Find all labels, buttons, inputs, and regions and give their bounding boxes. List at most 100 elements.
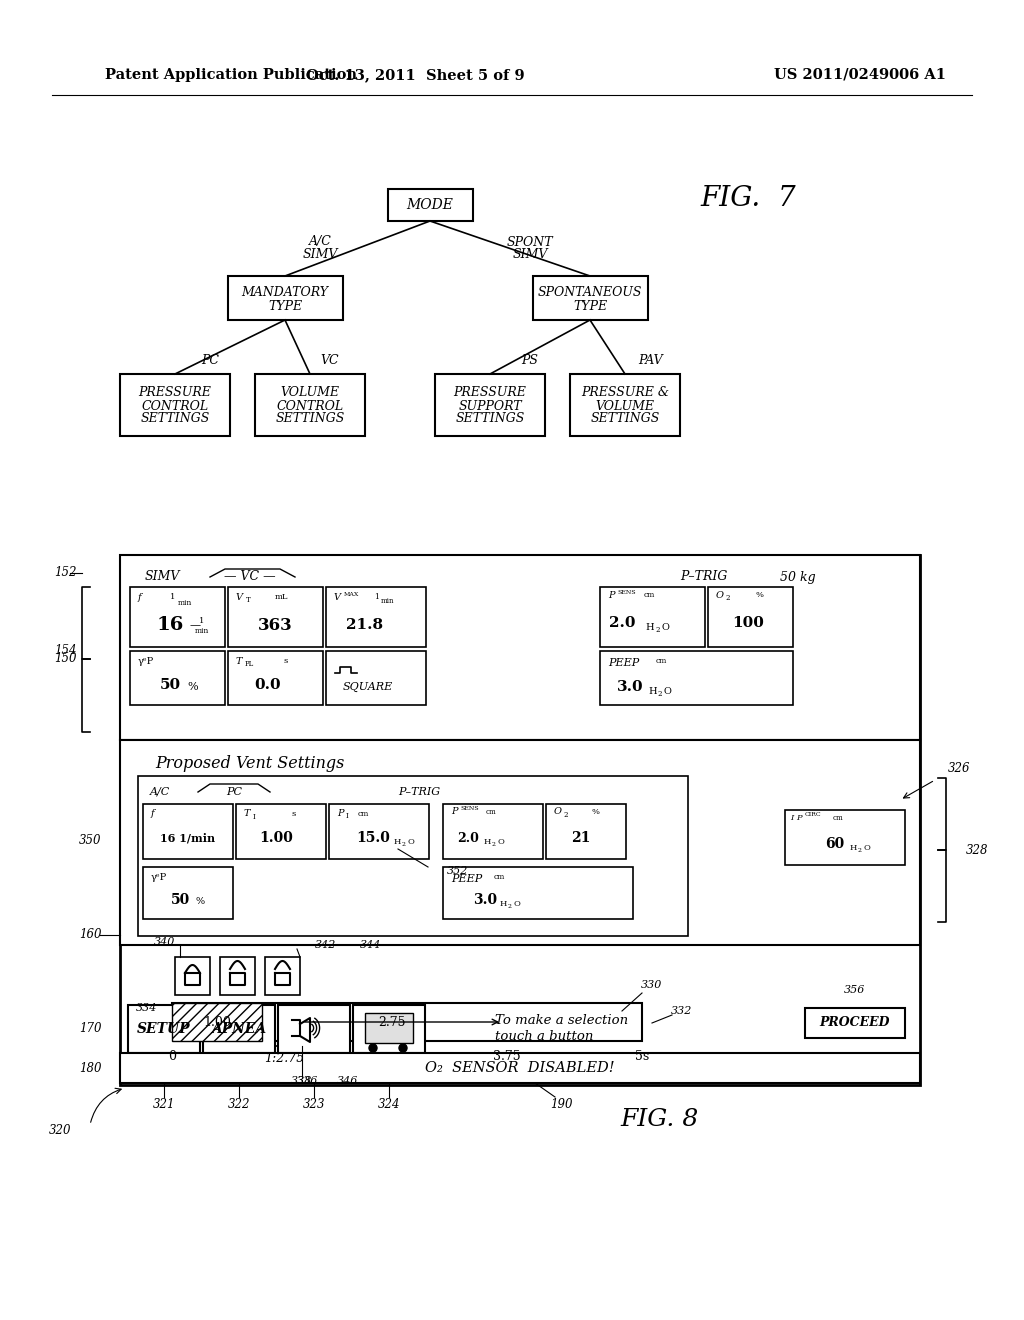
Text: 332: 332 (672, 1006, 692, 1016)
Bar (203, 1005, 275, 1053)
Text: 2.0: 2.0 (457, 832, 479, 845)
Text: H: H (394, 838, 401, 846)
Text: Proposed Vent Settings: Proposed Vent Settings (155, 755, 344, 772)
Text: 342: 342 (315, 940, 336, 950)
Bar (805, 1008, 905, 1038)
Text: 328: 328 (966, 843, 988, 857)
Text: 3.75: 3.75 (494, 1049, 521, 1063)
Text: H: H (645, 623, 653, 631)
Text: 322: 322 (227, 1098, 250, 1111)
Text: O: O (408, 838, 415, 846)
Text: SETTINGS: SETTINGS (590, 412, 659, 425)
Bar (228, 587, 323, 647)
Text: 1.00: 1.00 (259, 832, 293, 845)
Bar (143, 804, 233, 859)
Bar (443, 804, 543, 859)
Text: VOLUME: VOLUME (596, 400, 654, 412)
Bar (534, 276, 648, 319)
Text: 100: 100 (732, 616, 764, 630)
Bar (172, 1003, 262, 1041)
Text: — VC —: — VC — (224, 570, 275, 583)
Text: f: f (138, 593, 141, 602)
Text: Oct. 13, 2011  Sheet 5 of 9: Oct. 13, 2011 Sheet 5 of 9 (306, 69, 524, 82)
Text: 340: 340 (155, 937, 176, 946)
Text: H: H (850, 843, 857, 851)
Text: 21.8: 21.8 (346, 618, 384, 632)
Text: CIRC: CIRC (805, 813, 821, 817)
Bar (143, 867, 233, 919)
Text: 15.0: 15.0 (356, 832, 390, 845)
Bar (175, 957, 210, 995)
Text: s: s (292, 810, 296, 818)
Text: min: min (178, 599, 193, 607)
Text: 330: 330 (641, 979, 663, 990)
Text: γᵉP: γᵉP (138, 656, 155, 665)
Bar (130, 651, 225, 705)
Text: 336: 336 (297, 1076, 318, 1086)
Text: 50 kg: 50 kg (780, 570, 816, 583)
Text: cm: cm (833, 814, 844, 822)
Bar (220, 957, 255, 995)
Text: SUPPORT: SUPPORT (458, 400, 522, 412)
Text: PEEP: PEEP (451, 874, 482, 884)
Text: 321: 321 (153, 1098, 175, 1111)
Text: 2: 2 (492, 842, 496, 847)
Text: O: O (662, 623, 669, 631)
Bar (329, 804, 429, 859)
Text: MODE: MODE (407, 198, 454, 213)
Bar (546, 804, 626, 859)
Text: 2: 2 (858, 849, 862, 854)
Text: 334: 334 (136, 1003, 158, 1012)
Circle shape (369, 1044, 377, 1052)
Bar (600, 587, 705, 647)
Text: 363: 363 (258, 616, 293, 634)
Bar (353, 1005, 425, 1053)
Text: T: T (246, 597, 251, 605)
Bar (247, 1045, 322, 1071)
Text: PRESSURE: PRESSURE (138, 387, 211, 400)
Text: I: I (790, 814, 794, 822)
Text: 3.0: 3.0 (473, 894, 497, 907)
Text: 356: 356 (845, 985, 865, 995)
Text: FIG.  7: FIG. 7 (700, 185, 796, 211)
Text: P: P (608, 590, 614, 599)
Text: 1.00: 1.00 (203, 1015, 231, 1028)
Text: 2.0: 2.0 (608, 616, 635, 630)
Text: US 2011/0249006 A1: US 2011/0249006 A1 (774, 69, 946, 82)
Text: V: V (236, 593, 243, 602)
Text: O: O (864, 843, 870, 851)
Text: 338: 338 (291, 1076, 312, 1086)
Text: O: O (554, 808, 562, 817)
Text: PRESSURE &: PRESSURE & (581, 387, 669, 400)
Text: %: % (592, 808, 600, 816)
Text: touch a button: touch a button (495, 1030, 593, 1043)
Text: 344: 344 (360, 940, 381, 950)
Text: A/C: A/C (150, 787, 170, 797)
Text: O: O (664, 686, 672, 696)
Text: 16 1/min: 16 1/min (161, 833, 216, 843)
Bar (255, 374, 365, 436)
Text: PROCEED: PROCEED (820, 1016, 890, 1030)
Text: 5s: 5s (635, 1049, 649, 1063)
Text: 2: 2 (508, 904, 512, 909)
Text: SPONT: SPONT (507, 235, 553, 248)
Text: 350: 350 (79, 833, 101, 846)
Text: O: O (498, 838, 505, 846)
Text: H: H (484, 838, 492, 846)
Text: min: min (381, 597, 394, 605)
Text: 320: 320 (49, 1123, 72, 1137)
Text: V: V (334, 593, 341, 602)
Text: PS: PS (521, 354, 539, 367)
Text: 1: 1 (170, 593, 175, 601)
Text: 352: 352 (447, 866, 469, 876)
Text: T: T (244, 809, 251, 818)
Text: SETUP: SETUP (137, 1022, 190, 1036)
Text: APNEA: APNEA (211, 1022, 266, 1036)
Text: T: T (236, 656, 243, 665)
Bar (120, 741, 920, 945)
Bar (120, 1053, 920, 1082)
Text: TYPE: TYPE (573, 301, 607, 314)
Circle shape (399, 1044, 407, 1052)
Text: PRESSURE: PRESSURE (454, 387, 526, 400)
Text: 21: 21 (571, 832, 591, 845)
